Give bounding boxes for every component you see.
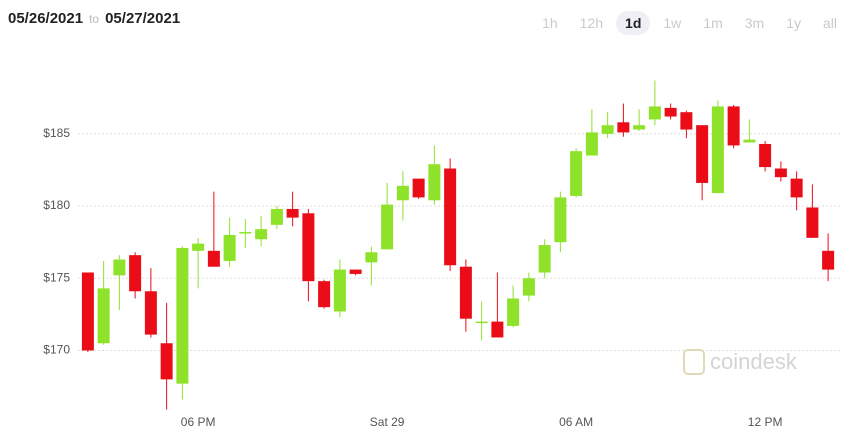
candle-body xyxy=(617,122,630,133)
candle-body xyxy=(601,125,614,134)
start-date[interactable]: 05/26/2021 xyxy=(8,10,84,27)
candle-body xyxy=(192,243,205,251)
range-button[interactable]: 1m xyxy=(703,15,723,31)
candle-body xyxy=(113,259,126,276)
candle-body xyxy=(318,281,331,308)
watermark-icon xyxy=(683,349,705,375)
watermark-text: coindesk xyxy=(710,349,798,374)
candle-body xyxy=(223,234,236,261)
candle-body xyxy=(207,250,220,267)
candle-body xyxy=(648,106,661,120)
candle-body xyxy=(81,272,94,351)
range-button[interactable]: 1y xyxy=(786,15,801,31)
separator: to xyxy=(89,12,100,26)
y-tick-label: $180 xyxy=(43,198,70,212)
candle-body xyxy=(333,269,346,312)
candle-body xyxy=(129,255,142,292)
candle-body xyxy=(570,151,583,196)
y-tick-label: $170 xyxy=(43,343,70,357)
candle-body xyxy=(507,298,520,326)
range-button[interactable]: 1h xyxy=(542,15,558,31)
candle-body xyxy=(444,168,457,266)
candle-body xyxy=(396,185,409,201)
y-tick-label: $175 xyxy=(43,270,70,284)
range-button[interactable]: 12h xyxy=(579,15,604,31)
candle-body xyxy=(459,266,472,319)
candle-body xyxy=(711,106,724,194)
candle-body xyxy=(680,112,693,130)
candle-body xyxy=(255,229,268,240)
candle-body xyxy=(585,132,598,156)
candle-body xyxy=(349,269,362,274)
candle-body xyxy=(160,343,173,380)
candle-body xyxy=(412,178,425,198)
watermark: coindesk xyxy=(683,349,798,375)
candle-body xyxy=(302,213,315,282)
range-button[interactable]: 3m xyxy=(744,15,765,31)
candle-body xyxy=(727,106,740,146)
x-tick-label: 12 PM xyxy=(748,415,783,429)
end-date[interactable]: 05/27/2021 xyxy=(105,10,181,27)
candle-body xyxy=(774,168,787,178)
candle-body xyxy=(633,125,646,130)
candle-body xyxy=(144,291,157,335)
candle-body xyxy=(522,278,535,296)
candle-body xyxy=(491,321,504,338)
range-button[interactable]: 1d xyxy=(616,11,651,35)
candle-body xyxy=(239,232,252,234)
candle-body xyxy=(822,250,835,270)
x-tick-label: Sat 29 xyxy=(370,415,405,429)
candle-body xyxy=(428,164,441,201)
date-range: 05/26/2021 to 05/27/2021 xyxy=(8,10,180,27)
candle-body xyxy=(270,208,283,225)
candle-body xyxy=(806,207,819,238)
x-tick-label: 06 PM xyxy=(181,415,216,429)
candle-body xyxy=(475,321,488,324)
candle-body xyxy=(554,197,567,243)
candle-body xyxy=(696,125,709,183)
candle-body xyxy=(759,143,772,168)
candle-body xyxy=(664,107,677,117)
candle-body xyxy=(790,178,803,198)
x-tick-label: 06 AM xyxy=(559,415,593,429)
range-button[interactable]: all xyxy=(822,15,837,31)
range-button[interactable]: 1w xyxy=(663,15,682,31)
candle-body xyxy=(743,139,756,143)
candle-body xyxy=(381,204,394,250)
candle-body xyxy=(365,252,378,263)
candle-body xyxy=(538,245,551,273)
candle-body xyxy=(176,247,189,384)
range-selector: 1h 12h 1d 1w 1m 3m 1y all xyxy=(533,11,846,35)
candle-body xyxy=(97,288,110,344)
y-tick-label: $185 xyxy=(43,126,70,140)
candle-body xyxy=(286,208,299,218)
